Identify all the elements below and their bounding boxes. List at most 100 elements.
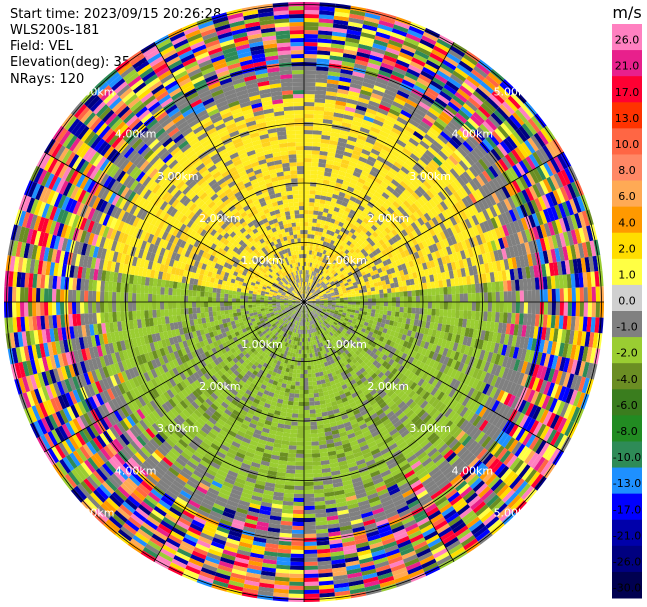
velocity-bin xyxy=(299,377,304,382)
velocity-bin xyxy=(547,354,555,369)
velocity-bin xyxy=(327,266,332,271)
velocity-bin xyxy=(316,66,329,72)
velocity-bin xyxy=(393,97,406,106)
velocity-bin xyxy=(424,429,435,439)
velocity-bin xyxy=(292,369,297,374)
velocity-bin xyxy=(504,98,519,112)
velocity-bin xyxy=(466,336,473,347)
velocity-bin xyxy=(585,347,593,363)
velocity-bin xyxy=(376,198,385,206)
velocity-bin xyxy=(331,39,346,46)
velocity-bin xyxy=(570,374,579,390)
velocity-bin xyxy=(366,272,372,278)
velocity-bin xyxy=(397,390,406,399)
velocity-bin xyxy=(325,275,330,280)
velocity-bin xyxy=(448,253,455,263)
velocity-bin xyxy=(554,315,560,329)
velocity-bin xyxy=(308,291,312,296)
velocity-bin xyxy=(467,152,479,164)
velocity-bin xyxy=(349,9,366,17)
velocity-bin xyxy=(513,358,521,372)
velocity-bin xyxy=(408,390,416,399)
velocity-bin xyxy=(347,135,358,143)
velocity-bin xyxy=(347,328,353,333)
velocity-bin xyxy=(313,392,320,398)
velocity-bin xyxy=(308,292,312,296)
velocity-bin xyxy=(459,173,470,185)
velocity-bin xyxy=(528,214,537,228)
velocity-bin xyxy=(541,194,551,209)
velocity-bin xyxy=(328,314,333,318)
velocity-bin xyxy=(296,445,304,450)
velocity-bin xyxy=(304,54,317,59)
velocity-bin xyxy=(323,279,328,284)
velocity-bin xyxy=(450,317,456,326)
velocity-bin xyxy=(467,310,472,320)
velocity-bin xyxy=(326,293,332,296)
velocity-bin xyxy=(552,261,559,276)
velocity-bin xyxy=(479,222,487,234)
velocity-bin xyxy=(393,377,401,385)
velocity-bin xyxy=(427,146,438,157)
velocity-bin xyxy=(459,449,471,461)
velocity-bin xyxy=(304,198,310,203)
velocity-bin xyxy=(365,343,372,350)
velocity-bin xyxy=(315,186,323,192)
velocity-bin xyxy=(391,354,398,361)
velocity-bin xyxy=(491,261,498,272)
velocity-bin xyxy=(297,425,304,430)
velocity-bin xyxy=(572,330,579,346)
velocity-bin xyxy=(307,369,312,374)
velocity-bin xyxy=(444,255,451,264)
velocity-bin xyxy=(443,449,454,460)
velocity-bin xyxy=(576,330,583,346)
velocity-bin xyxy=(307,238,311,243)
velocity-bin xyxy=(320,219,326,225)
velocity-bin xyxy=(310,288,314,293)
velocity-bin xyxy=(387,297,392,302)
velocity-bin xyxy=(499,82,514,96)
velocity-bin xyxy=(333,289,339,293)
velocity-bin xyxy=(349,209,356,216)
velocity-bin xyxy=(326,260,331,266)
velocity-bin xyxy=(304,150,312,155)
velocity-bin xyxy=(494,463,507,476)
velocity-bin xyxy=(546,429,558,444)
velocity-bin xyxy=(444,386,453,396)
velocity-bin xyxy=(431,410,441,420)
velocity-bin xyxy=(358,224,365,231)
velocity-bin xyxy=(348,316,354,321)
velocity-bin xyxy=(501,405,511,418)
velocity-bin xyxy=(478,433,489,446)
velocity-bin xyxy=(375,241,382,248)
velocity-bin xyxy=(589,240,597,257)
velocity-bin xyxy=(397,154,408,163)
velocity-bin xyxy=(385,47,401,56)
velocity-bin xyxy=(569,198,578,215)
velocity-bin xyxy=(418,370,426,379)
velocity-bin xyxy=(321,290,326,293)
velocity-bin xyxy=(334,246,339,252)
velocity-bin xyxy=(345,143,355,150)
velocity-bin xyxy=(304,146,313,151)
velocity-bin xyxy=(524,468,537,484)
velocity-bin xyxy=(424,90,437,101)
velocity-bin xyxy=(308,274,312,279)
velocity-bin xyxy=(288,445,297,450)
velocity-bin xyxy=(331,244,336,251)
velocity-bin xyxy=(560,329,567,344)
velocity-bin xyxy=(465,410,476,422)
velocity-bin xyxy=(402,285,408,292)
velocity-bin xyxy=(332,210,339,217)
velocity-bin xyxy=(451,309,456,318)
velocity-bin xyxy=(356,208,363,215)
velocity-bin xyxy=(479,123,492,137)
velocity-bin xyxy=(493,342,500,354)
velocity-bin xyxy=(479,302,484,312)
velocity-bin xyxy=(498,237,505,250)
velocity-bin xyxy=(324,263,328,269)
velocity-bin xyxy=(378,19,395,29)
velocity-bin xyxy=(304,166,312,171)
velocity-bin xyxy=(291,421,298,426)
velocity-bin xyxy=(381,360,389,368)
